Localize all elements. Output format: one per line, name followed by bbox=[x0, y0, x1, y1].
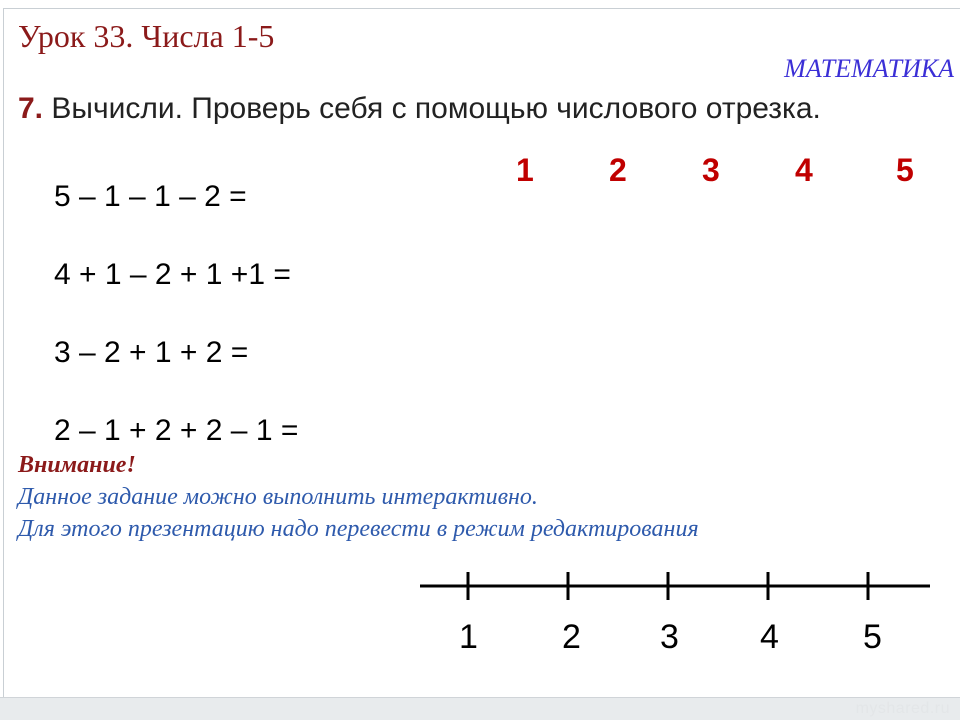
answer-option-1[interactable]: 1 bbox=[516, 152, 534, 189]
equation-1: 5 – 1 – 1 – 2 = bbox=[54, 180, 247, 214]
slide: Урок 33. Числа 1-5 МАТЕМАТИКА 7. Вычисли… bbox=[0, 0, 960, 720]
number-line-label-3: 3 bbox=[660, 618, 679, 657]
footer-stripe-left bbox=[0, 697, 230, 720]
answer-option-2[interactable]: 2 bbox=[609, 152, 627, 189]
lesson-title: Урок 33. Числа 1-5 bbox=[18, 18, 274, 55]
number-line-label-4: 4 bbox=[760, 618, 779, 657]
watermark: myshared.ru bbox=[856, 700, 950, 718]
subject-label: МАТЕМАТИКА bbox=[784, 54, 954, 84]
attention-title: Внимание! bbox=[18, 452, 136, 479]
task-number: 7. bbox=[18, 92, 43, 125]
footer-stripe-right bbox=[230, 697, 960, 720]
number-line-label-2: 2 bbox=[562, 618, 581, 657]
answer-option-5[interactable]: 5 bbox=[896, 152, 914, 189]
equation-3: 3 – 2 + 1 + 2 = bbox=[54, 336, 248, 370]
number-line-label-1: 1 bbox=[459, 618, 478, 657]
equation-2: 4 + 1 – 2 + 1 +1 = bbox=[54, 258, 291, 292]
number-line-svg bbox=[420, 556, 930, 616]
number-line: 1 2 3 4 5 bbox=[420, 556, 930, 676]
number-line-label-5: 5 bbox=[863, 618, 882, 657]
attention-line-1: Данное задание можно выполнить интеракти… bbox=[18, 484, 538, 511]
answer-option-4[interactable]: 4 bbox=[795, 152, 813, 189]
task-line: 7. Вычисли. Проверь себя с помощью число… bbox=[18, 92, 821, 126]
attention-line-2: Для этого презентацию надо перевести в р… bbox=[18, 516, 699, 543]
answer-option-3[interactable]: 3 bbox=[702, 152, 720, 189]
task-text: Вычисли. Проверь себя с помощью числовог… bbox=[43, 92, 821, 125]
equation-4: 2 – 1 + 2 + 2 – 1 = bbox=[54, 414, 298, 448]
